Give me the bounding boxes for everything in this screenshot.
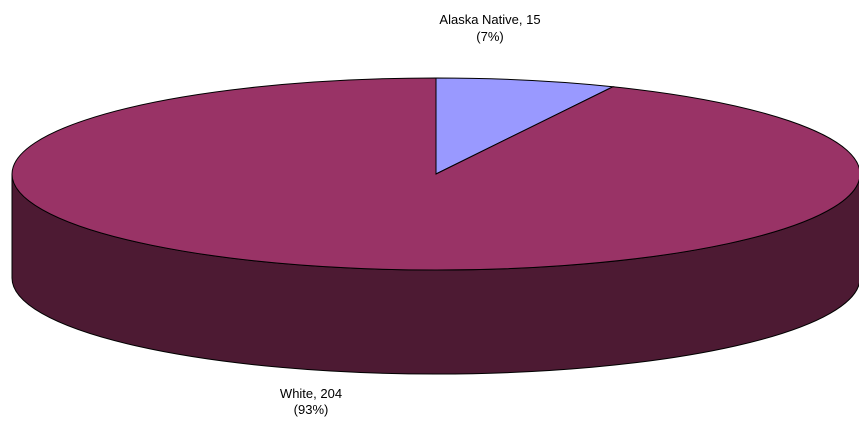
- slice-label-alaska-native: Alaska Native, 15: [439, 12, 540, 27]
- pie-slice-white: [11, 77, 859, 271]
- slice-percent-white: (93%): [294, 402, 329, 417]
- pie-top-group: [11, 77, 859, 271]
- slice-label-white: White, 204: [280, 386, 342, 401]
- slice-percent-alaska-native: (7%): [476, 29, 503, 44]
- pie-slice-alaska-native: [435, 77, 615, 175]
